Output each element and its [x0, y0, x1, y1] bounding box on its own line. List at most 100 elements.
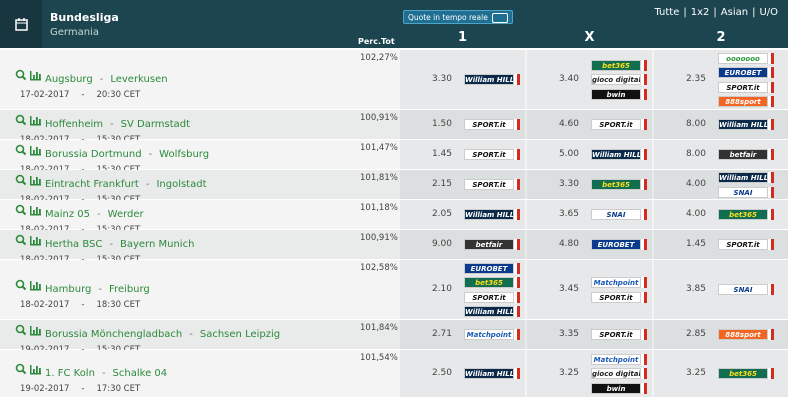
bookmaker-logo[interactable]: SPORT.it [464, 179, 514, 191]
bookmaker-logo[interactable]: EUROBET [591, 239, 641, 251]
bookmaker-logo[interactable]: bet365 [718, 368, 768, 379]
filter-link[interactable]: Tutte [654, 7, 680, 18]
flag [514, 74, 520, 86]
match-icons[interactable] [15, 363, 43, 375]
bookmaker-logo[interactable]: SNAI [591, 209, 641, 221]
bookmaker-logo[interactable]: William HILL [464, 306, 514, 317]
odd-value[interactable]: 3.30 [558, 179, 579, 189]
odd-value[interactable]: 2.85 [685, 329, 706, 339]
odd-value[interactable]: 3.35 [558, 329, 579, 339]
home-team[interactable]: Mainz 05 [45, 209, 91, 220]
bookmaker-logo[interactable]: gioco digitale [591, 368, 641, 379]
bookmaker-logo[interactable]: SPORT.it [718, 239, 768, 251]
match-icons[interactable] [15, 279, 43, 291]
odd-value[interactable]: 3.40 [558, 74, 579, 84]
bookmaker-logo[interactable]: bet365 [591, 179, 641, 191]
bookmaker-logo[interactable]: EUROBET [464, 262, 514, 274]
odd-value[interactable]: 4.00 [685, 209, 706, 219]
filter-link[interactable]: U/O [759, 7, 778, 18]
bookmaker-logo[interactable]: betfair [718, 149, 768, 161]
odd-value[interactable]: 3.45 [558, 284, 579, 294]
bookmaker-logo[interactable]: Matchpoint [591, 353, 641, 365]
bookmaker-logo[interactable]: 888sport [718, 329, 768, 341]
odd-value[interactable]: 1.45 [685, 239, 706, 249]
toggle-switch[interactable] [492, 13, 508, 23]
home-team[interactable]: Eintracht Frankfurt [45, 179, 139, 190]
live-toggle[interactable]: Quote in tempo reale [403, 10, 513, 24]
match-icons[interactable] [15, 234, 43, 246]
home-team[interactable]: Hertha BSC [45, 239, 103, 250]
odd-value[interactable]: 2.35 [685, 74, 706, 84]
odd-value[interactable]: 3.25 [685, 367, 706, 378]
away-team[interactable]: Bayern Munich [119, 239, 195, 250]
bookmaker-logo[interactable]: SNAI [718, 186, 768, 198]
away-team[interactable]: Leverkusen [110, 74, 168, 85]
bookmaker-logo[interactable]: gioco digitale [591, 74, 641, 86]
bookmaker-logo[interactable]: betfair [464, 239, 514, 251]
home-team[interactable]: Hoffenheim [45, 119, 104, 130]
away-team[interactable]: Sachsen Leipzig [199, 329, 281, 340]
bookmaker-logo[interactable]: bwin [591, 382, 641, 394]
away-team[interactable]: Freiburg [108, 284, 150, 295]
home-team[interactable]: Hamburg [45, 284, 92, 295]
odd-value[interactable]: 8.00 [685, 149, 706, 159]
match-icons[interactable] [15, 324, 43, 336]
odd-value[interactable]: 9.00 [431, 239, 452, 249]
odd-value[interactable]: 2.10 [431, 284, 452, 294]
odd-value[interactable]: 3.65 [558, 209, 579, 219]
odd-value[interactable]: 4.80 [558, 239, 579, 249]
bookmaker-logo[interactable]: 888sport [718, 96, 768, 107]
bookmaker-logo[interactable]: Matchpoint [591, 277, 641, 288]
odd-value[interactable]: 1.50 [431, 119, 452, 129]
odd-value[interactable]: 1.45 [431, 149, 452, 159]
away-team[interactable]: Werder [107, 209, 144, 220]
match-icons[interactable] [15, 114, 43, 126]
odd-value[interactable]: 4.00 [685, 179, 706, 189]
away-team[interactable]: Schalke 04 [112, 367, 168, 379]
bookmaker-logo[interactable]: SPORT.it [464, 291, 514, 303]
home-team[interactable]: Augsburg [45, 74, 93, 85]
bookmaker-logo[interactable]: EUROBET [718, 67, 768, 78]
odd-value[interactable]: 3.30 [431, 74, 452, 84]
odd-value[interactable]: 3.85 [685, 284, 706, 294]
bookmaker-logo[interactable]: SPORT.it [591, 119, 641, 131]
bookmaker-logo[interactable]: bet365 [718, 209, 768, 221]
odd-value[interactable]: 2.50 [431, 367, 452, 378]
match-icons[interactable] [15, 69, 43, 81]
odd-value[interactable]: 2.15 [431, 179, 452, 189]
home-team[interactable]: Borussia Mönchengladbach [45, 329, 183, 340]
filter-link[interactable]: Asian [720, 7, 749, 18]
bookmaker-logo[interactable]: Matchpoint [464, 329, 514, 341]
odd-value[interactable]: 2.05 [431, 209, 452, 219]
bookmaker-logo[interactable]: bwin [591, 88, 641, 100]
away-team[interactable]: SV Darmstadt [120, 119, 191, 130]
bookmaker-logo[interactable]: William HILL [718, 119, 768, 131]
match-icons[interactable] [15, 144, 43, 156]
bookmaker-logo[interactable]: SPORT.it [591, 329, 641, 341]
bookmaker-logo[interactable]: William HILL [464, 368, 514, 379]
bookmaker-logo[interactable]: SNAI [718, 284, 768, 296]
odd-value[interactable]: 5.00 [558, 149, 579, 159]
odd-value[interactable]: 4.60 [558, 119, 579, 129]
away-team[interactable]: Ingolstadt [156, 179, 207, 190]
bookmaker-logo[interactable]: SPORT.it [464, 119, 514, 131]
odd-value[interactable]: 8.00 [685, 119, 706, 129]
bookmaker-logo[interactable]: William HILL [464, 209, 514, 221]
bookmaker-logo[interactable]: William HILL [464, 74, 514, 86]
away-team[interactable]: Wolfsburg [159, 149, 210, 160]
filter-link[interactable]: 1x2 [690, 7, 710, 18]
bookmaker-logo[interactable]: bet365 [464, 277, 514, 288]
bookmaker-logo[interactable]: William HILL [718, 172, 768, 183]
match-icons[interactable] [15, 204, 43, 216]
home-team[interactable]: 1. FC Koln [45, 367, 95, 379]
home-team[interactable]: Borussia Dortmund [45, 149, 142, 160]
match-icons[interactable] [15, 174, 43, 186]
odd-value[interactable]: 2.71 [431, 329, 452, 339]
bookmaker-logo[interactable]: ooooooo [718, 52, 768, 64]
bookmaker-logo[interactable]: SPORT.it [718, 81, 768, 93]
bookmaker-logo[interactable]: bet365 [591, 59, 641, 71]
bookmaker-logo[interactable]: SPORT.it [464, 149, 514, 161]
odd-value[interactable]: 3.25 [558, 367, 579, 378]
bookmaker-logo[interactable]: William HILL [591, 149, 641, 161]
bookmaker-logo[interactable]: SPORT.it [591, 291, 641, 303]
